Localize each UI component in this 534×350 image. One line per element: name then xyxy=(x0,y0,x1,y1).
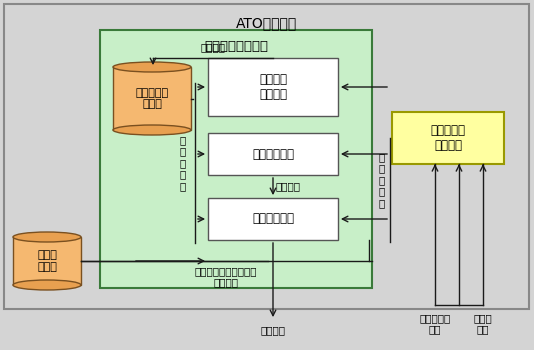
Text: 推定結果: 推定結果 xyxy=(200,42,225,52)
Text: 路線条件、車両条件、
運行条件: 路線条件、車両条件、 運行条件 xyxy=(195,266,257,288)
Bar xyxy=(208,198,338,240)
Text: 列車動特性
モデル: 列車動特性 モデル xyxy=(136,88,169,109)
Text: 列
車
動
特
性: 列 車 動 特 性 xyxy=(180,135,186,191)
Text: 走行計画機能: 走行計画機能 xyxy=(252,147,294,161)
Text: データ
ベース: データ ベース xyxy=(37,250,57,272)
Text: パルス
情報: パルス 情報 xyxy=(474,313,492,335)
Text: 速度・位置
検出機能: 速度・位置 検出機能 xyxy=(430,124,466,152)
Bar xyxy=(113,67,191,130)
Ellipse shape xyxy=(13,280,81,290)
Text: 車両特性
推定機能: 車両特性 推定機能 xyxy=(259,73,287,101)
Bar xyxy=(4,4,529,309)
Text: 速
度
・
位
置: 速 度 ・ 位 置 xyxy=(379,152,385,208)
Text: ATO制御装置: ATO制御装置 xyxy=(237,16,297,30)
Text: 走行計画: 走行計画 xyxy=(276,182,301,191)
Text: 制御指令: 制御指令 xyxy=(261,325,286,335)
Bar xyxy=(208,133,338,175)
Text: 走行制御機能: 走行制御機能 xyxy=(252,212,294,225)
Text: 制御指令算出機能: 制御指令算出機能 xyxy=(204,40,268,53)
Text: 地上子検出
情報: 地上子検出 情報 xyxy=(419,313,451,335)
Bar xyxy=(392,112,504,164)
Ellipse shape xyxy=(113,125,191,135)
Bar xyxy=(100,30,372,288)
Ellipse shape xyxy=(113,62,191,72)
Bar xyxy=(13,237,81,285)
Ellipse shape xyxy=(13,232,81,242)
Bar xyxy=(208,58,338,116)
